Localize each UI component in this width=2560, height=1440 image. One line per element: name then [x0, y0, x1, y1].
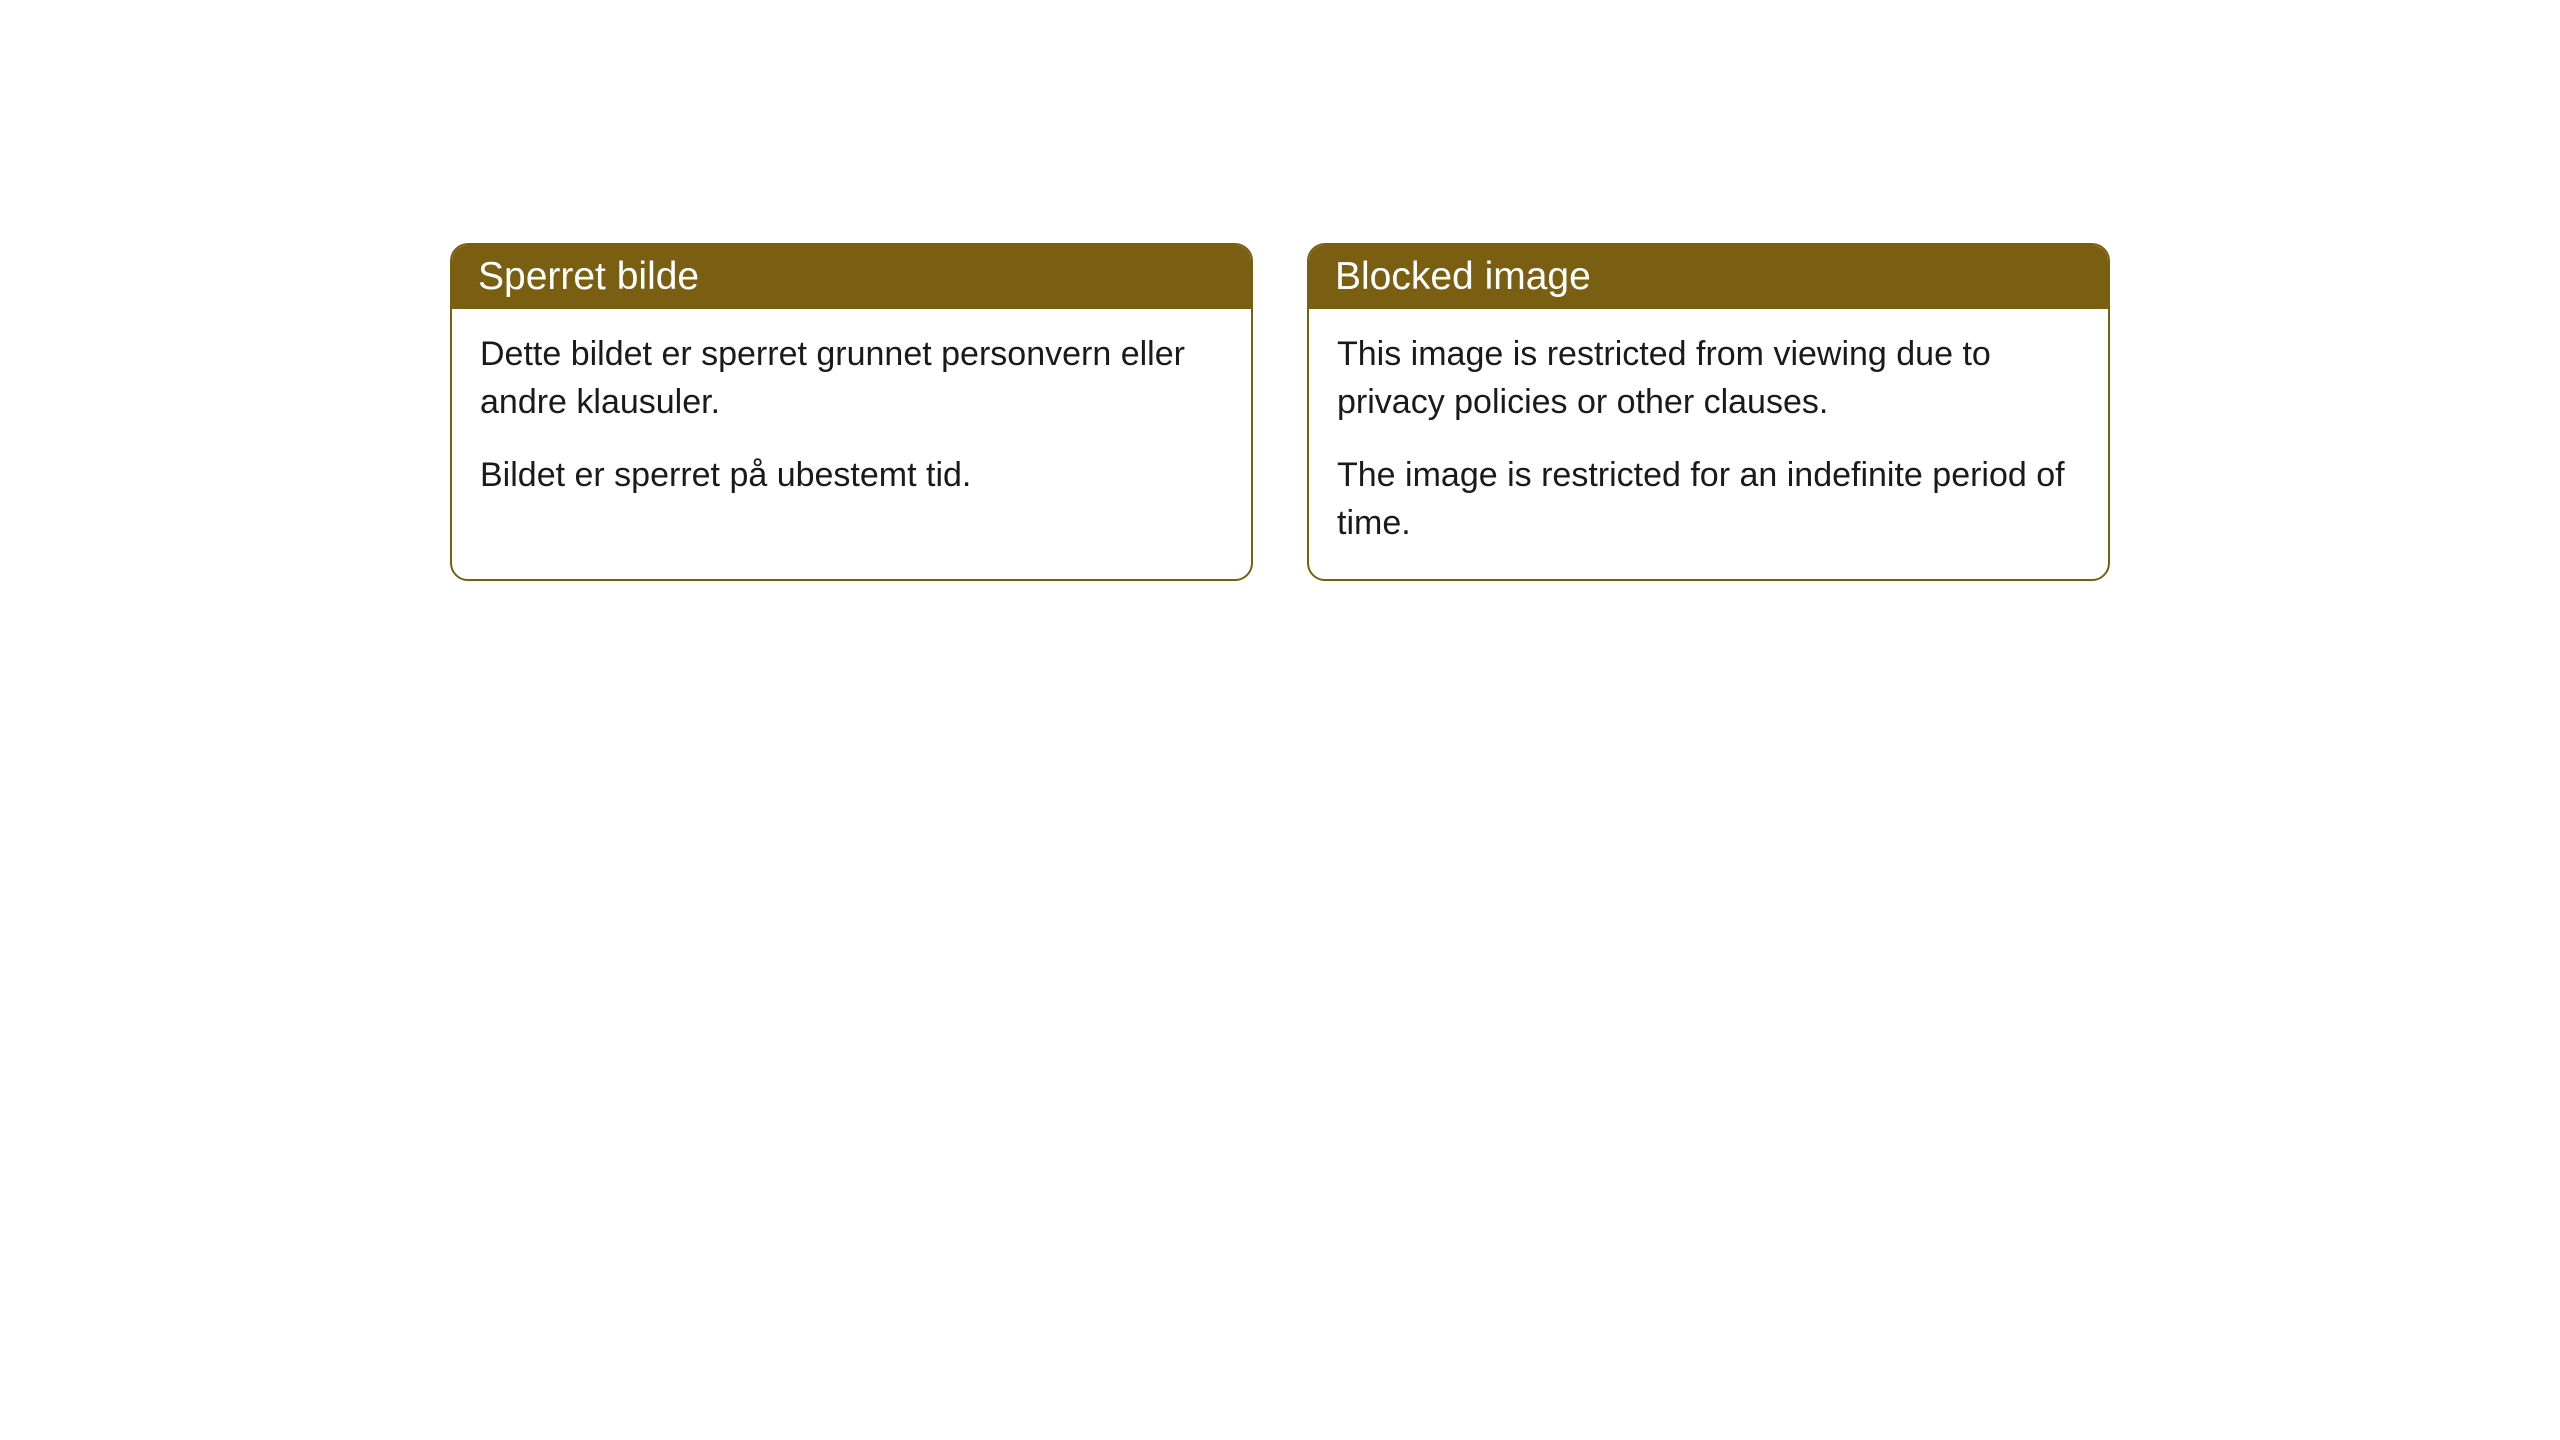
card-header-norwegian: Sperret bilde: [452, 245, 1251, 309]
card-paragraph: Bildet er sperret på ubestemt tid.: [480, 452, 1223, 500]
card-body-english: This image is restricted from viewing du…: [1309, 309, 2108, 579]
notice-card-english: Blocked image This image is restricted f…: [1307, 243, 2110, 581]
card-paragraph: This image is restricted from viewing du…: [1337, 331, 2080, 426]
card-body-norwegian: Dette bildet er sperret grunnet personve…: [452, 309, 1251, 532]
card-title: Sperret bilde: [478, 255, 699, 298]
notice-cards-container: Sperret bilde Dette bildet er sperret gr…: [450, 243, 2110, 581]
card-paragraph: Dette bildet er sperret grunnet personve…: [480, 331, 1223, 426]
notice-card-norwegian: Sperret bilde Dette bildet er sperret gr…: [450, 243, 1253, 581]
card-paragraph: The image is restricted for an indefinit…: [1337, 452, 2080, 547]
card-header-english: Blocked image: [1309, 245, 2108, 309]
card-title: Blocked image: [1335, 255, 1591, 298]
